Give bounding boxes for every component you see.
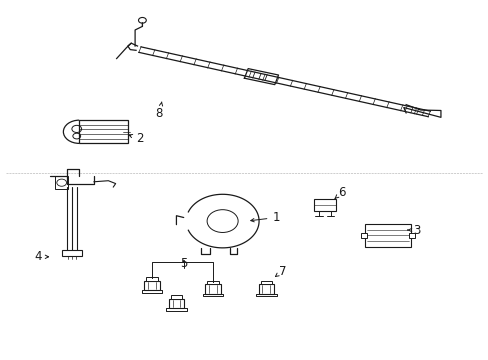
Bar — [168, 298, 184, 308]
Bar — [170, 295, 182, 298]
Bar — [55, 176, 68, 189]
Text: 3: 3 — [407, 224, 420, 237]
Bar — [408, 233, 414, 238]
Bar — [144, 281, 160, 290]
Bar — [79, 120, 127, 143]
Bar — [313, 199, 335, 211]
Bar — [258, 284, 274, 294]
Bar — [204, 284, 220, 294]
Bar — [206, 281, 218, 284]
Bar — [260, 281, 272, 284]
Text: 1: 1 — [250, 211, 279, 224]
Bar — [146, 277, 158, 281]
Bar — [62, 249, 81, 256]
Text: 6: 6 — [334, 186, 345, 199]
Text: 7: 7 — [275, 265, 285, 278]
Bar — [364, 224, 410, 247]
Text: 2: 2 — [129, 132, 143, 145]
Text: 8: 8 — [155, 102, 163, 120]
Bar — [360, 233, 366, 238]
Text: 5: 5 — [180, 257, 187, 270]
Text: 4: 4 — [34, 250, 48, 263]
